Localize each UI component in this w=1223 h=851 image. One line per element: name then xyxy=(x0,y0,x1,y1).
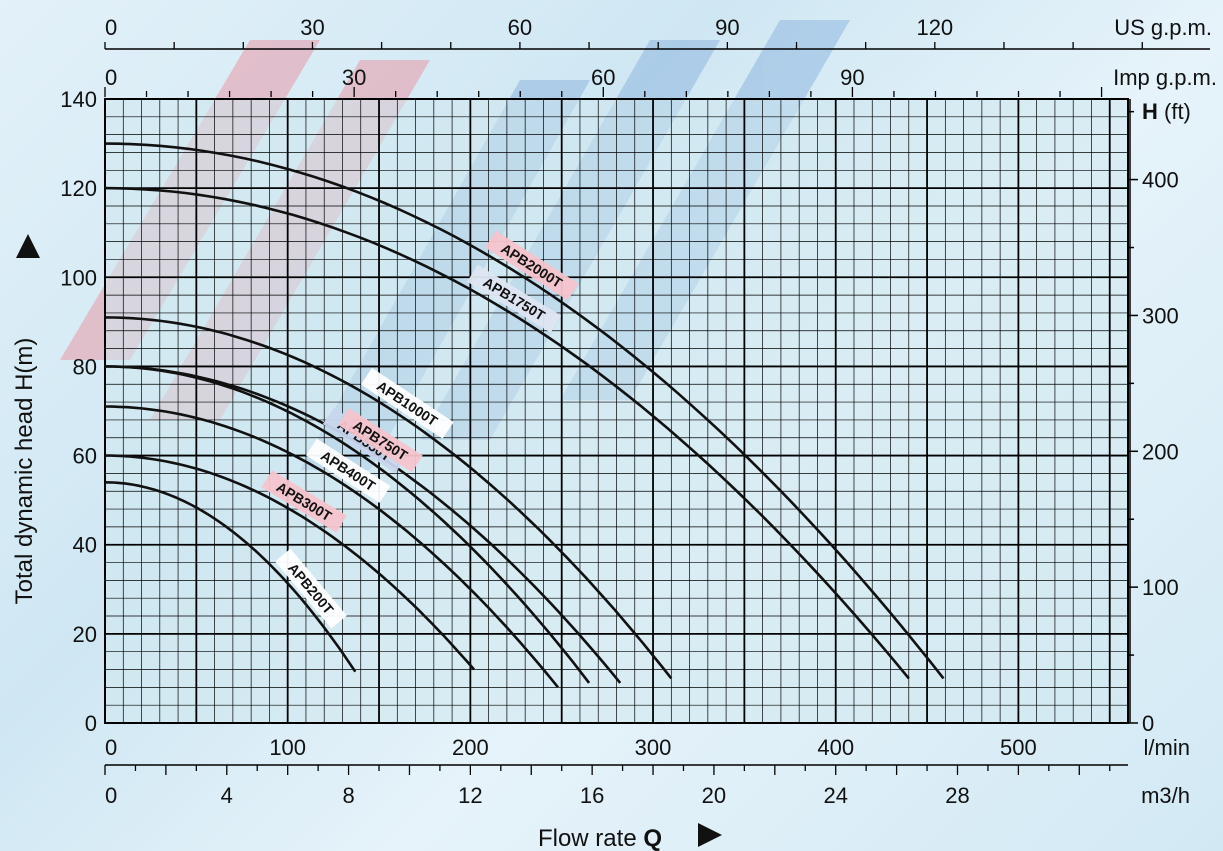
x-tick-label-m3h: 16 xyxy=(580,783,604,808)
series-label-bg xyxy=(360,367,454,439)
x-tick-label-m3h: 20 xyxy=(702,783,726,808)
us-tick-label: 90 xyxy=(715,15,739,40)
x-tick-label-m3h: 0 xyxy=(105,783,117,808)
x-tick-label-m3h: 8 xyxy=(342,783,354,808)
imp-tick-label: 0 xyxy=(105,65,117,90)
y-tick-label: 100 xyxy=(60,265,97,290)
right-tick-label: 100 xyxy=(1142,575,1179,600)
series-label-bg xyxy=(485,230,579,301)
x-tick-label-m3h: 12 xyxy=(458,783,482,808)
right-tick-label: 200 xyxy=(1142,439,1179,464)
y-tick-label: 80 xyxy=(73,354,97,379)
x-tick-label-lmin: 400 xyxy=(817,735,854,760)
series-label-bg xyxy=(261,470,347,533)
series-label-bg xyxy=(338,408,423,473)
x-unit-lmin: l/min xyxy=(1144,735,1190,760)
us-tick-label: 0 xyxy=(105,15,117,40)
series-line-APB2000T xyxy=(104,142,945,680)
x-tick-label-lmin: 500 xyxy=(1000,735,1037,760)
x-tick-label-lmin: 300 xyxy=(635,735,672,760)
y-tick-label: 120 xyxy=(60,176,97,201)
x-axis-arrow-icon xyxy=(698,823,722,847)
y-axis-arrow-icon xyxy=(16,234,40,258)
imp-tick-label: 90 xyxy=(840,65,864,90)
y-tick-label: 40 xyxy=(73,533,97,558)
x-tick-label-lmin: 200 xyxy=(452,735,489,760)
us-tick-label: 30 xyxy=(300,15,324,40)
right-axis-unit: H (ft) xyxy=(1142,99,1191,124)
x-tick-label-lmin: 100 xyxy=(269,735,306,760)
plot-frame xyxy=(104,98,1129,724)
us-unit: US g.p.m. xyxy=(1114,15,1212,40)
y-tick-label: 20 xyxy=(73,622,97,647)
series-line-APB1750T xyxy=(104,186,910,680)
imp-unit: Imp g.p.m. xyxy=(1113,65,1217,90)
x-tick-label-m3h: 28 xyxy=(945,783,969,808)
x-tick-label-lmin: 0 xyxy=(105,735,117,760)
right-tick-label: 300 xyxy=(1142,303,1179,328)
x-unit-m3h: m3/h xyxy=(1141,783,1190,808)
series-label-bg xyxy=(467,264,562,333)
series-line-APB400T xyxy=(104,405,560,689)
series-line-APB1000T xyxy=(104,316,673,680)
y-tick-label: 60 xyxy=(73,444,97,469)
right-tick-label: 0 xyxy=(1142,711,1154,736)
right-tick-label: 400 xyxy=(1142,168,1179,193)
y-tick-label: 140 xyxy=(60,87,97,112)
series-label-bg xyxy=(306,438,391,503)
imp-tick-label: 30 xyxy=(342,65,366,90)
series-line-APB300T xyxy=(105,454,475,671)
us-tick-label: 120 xyxy=(916,15,953,40)
curves xyxy=(104,142,945,689)
imp-tick-label: 60 xyxy=(591,65,615,90)
x-tick-label-m3h: 24 xyxy=(823,783,847,808)
us-tick-label: 60 xyxy=(508,15,532,40)
series-line-APB200T xyxy=(104,481,357,673)
x-tick-label-m3h: 4 xyxy=(221,783,233,808)
grid xyxy=(104,98,1129,724)
y-axis-title: Total dynamic head H(m) xyxy=(11,338,38,605)
x-axis-title: Flow rate Q xyxy=(538,825,662,851)
series-label-bg xyxy=(275,548,347,629)
y-tick-label: 0 xyxy=(85,711,97,736)
